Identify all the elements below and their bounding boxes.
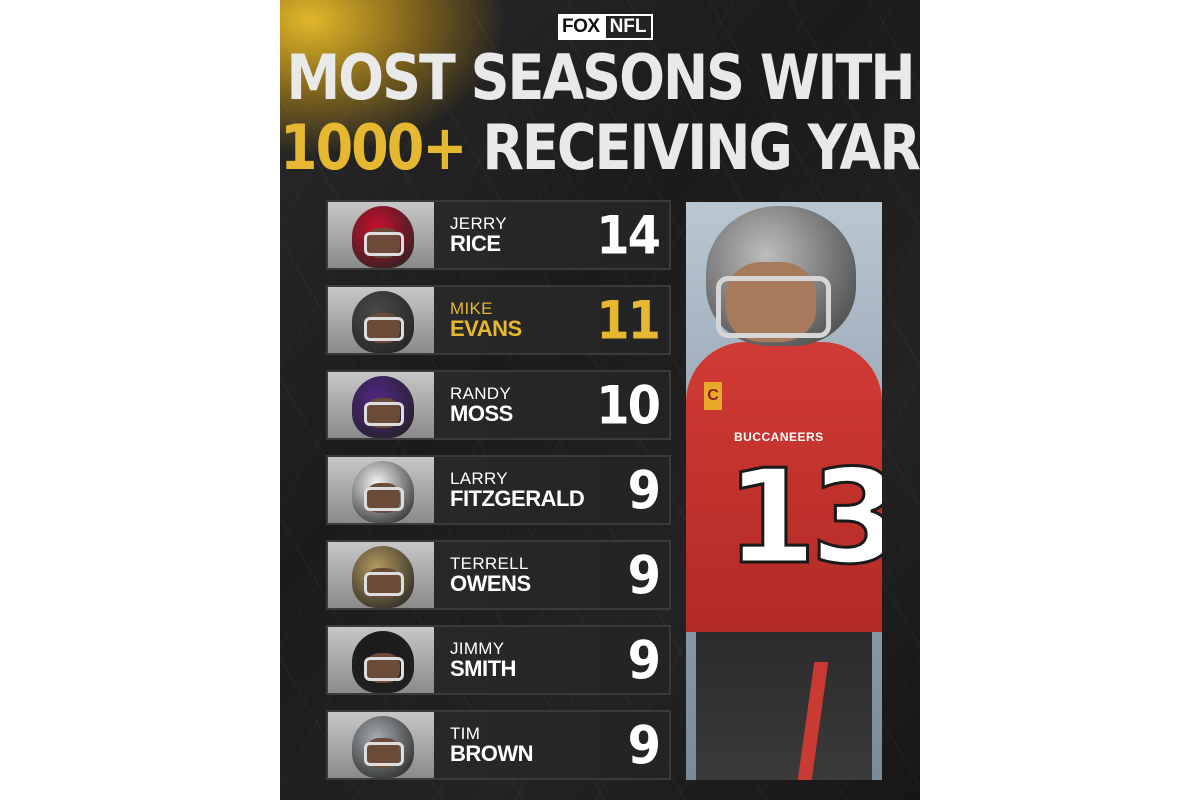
player-photo — [328, 627, 434, 693]
seasons-count: 14 — [596, 205, 661, 267]
player-photo — [328, 712, 434, 778]
player-photo — [328, 202, 434, 268]
seasons-count: 11 — [596, 290, 661, 352]
facemask-icon — [364, 657, 404, 681]
player-last-name: BROWN — [450, 741, 534, 766]
player-last-name: MOSS — [450, 401, 513, 426]
player-name: JERRY RICE — [450, 214, 507, 256]
seasons-count: 9 — [627, 460, 661, 522]
infographic-poster: FOX NFL MOST SEASONS WITH 1000+ RECEIVIN… — [280, 0, 920, 800]
player-first-name: MIKE — [450, 299, 493, 318]
player-first-name: TERRELL — [450, 554, 529, 573]
player-first-name: RANDY — [450, 384, 512, 403]
seasons-count: 9 — [627, 630, 661, 692]
player-photo — [328, 457, 434, 523]
player-last-name: OWENS — [450, 571, 531, 596]
featured-player-photo: C BUCCANEERS 13 — [686, 202, 882, 780]
player-name: LARRY FITZGERALD — [450, 469, 585, 511]
player-photo — [328, 287, 434, 353]
leaderboard-list: JERRY RICE 14 MIKE EVANS 11 — [326, 200, 671, 795]
logo-fox-text: FOX — [558, 14, 604, 40]
pants-graphic — [696, 632, 872, 780]
facemask-icon — [716, 276, 831, 338]
jersey-team-text: BUCCANEERS — [734, 430, 824, 444]
player-name: JIMMY SMITH — [450, 639, 516, 681]
leaderboard-row: RANDY MOSS 10 — [326, 370, 671, 440]
leaderboard-row: JIMMY SMITH 9 — [326, 625, 671, 695]
facemask-icon — [364, 487, 404, 511]
player-name: RANDY MOSS — [450, 384, 513, 426]
player-photo — [328, 542, 434, 608]
facemask-icon — [364, 317, 404, 341]
title-line-1: MOST SEASONS WITH — [286, 41, 915, 114]
facemask-icon — [364, 572, 404, 596]
facemask-icon — [364, 232, 404, 256]
player-name: TERRELL OWENS — [450, 554, 531, 596]
player-last-name: EVANS — [450, 316, 522, 341]
fox-nfl-logo: FOX NFL — [558, 14, 653, 40]
player-last-name: SMITH — [450, 656, 516, 681]
facemask-icon — [364, 402, 404, 426]
player-last-name: FITZGERALD — [450, 486, 585, 511]
title-line-2: 1000+ RECEIVING YARDS — [280, 111, 920, 183]
player-first-name: JERRY — [450, 214, 507, 233]
leaderboard-row: JERRY RICE 14 — [326, 200, 671, 270]
title-highlight: 1000+ — [280, 111, 468, 184]
facemask-icon — [364, 742, 404, 766]
leaderboard-row: TERRELL OWENS 9 — [326, 540, 671, 610]
player-name: TIM BROWN — [450, 724, 534, 766]
player-photo — [328, 372, 434, 438]
leaderboard-row: LARRY FITZGERALD 9 — [326, 455, 671, 525]
title-line-2-rest: RECEIVING YARDS — [482, 111, 920, 184]
captain-patch: C — [704, 382, 722, 410]
seasons-count: 9 — [627, 715, 661, 777]
leaderboard-row: TIM BROWN 9 — [326, 710, 671, 780]
player-face — [726, 262, 816, 342]
player-name: MIKE EVANS — [450, 299, 522, 341]
player-first-name: TIM — [450, 724, 481, 743]
seasons-count: 9 — [627, 545, 661, 607]
leaderboard-row: MIKE EVANS 11 — [326, 285, 671, 355]
player-first-name: LARRY — [450, 469, 508, 488]
logo-nfl-text: NFL — [603, 14, 653, 40]
player-last-name: RICE — [450, 231, 501, 256]
jersey-number: 13 — [725, 441, 882, 593]
player-first-name: JIMMY — [450, 639, 505, 658]
seasons-count: 10 — [596, 375, 661, 437]
